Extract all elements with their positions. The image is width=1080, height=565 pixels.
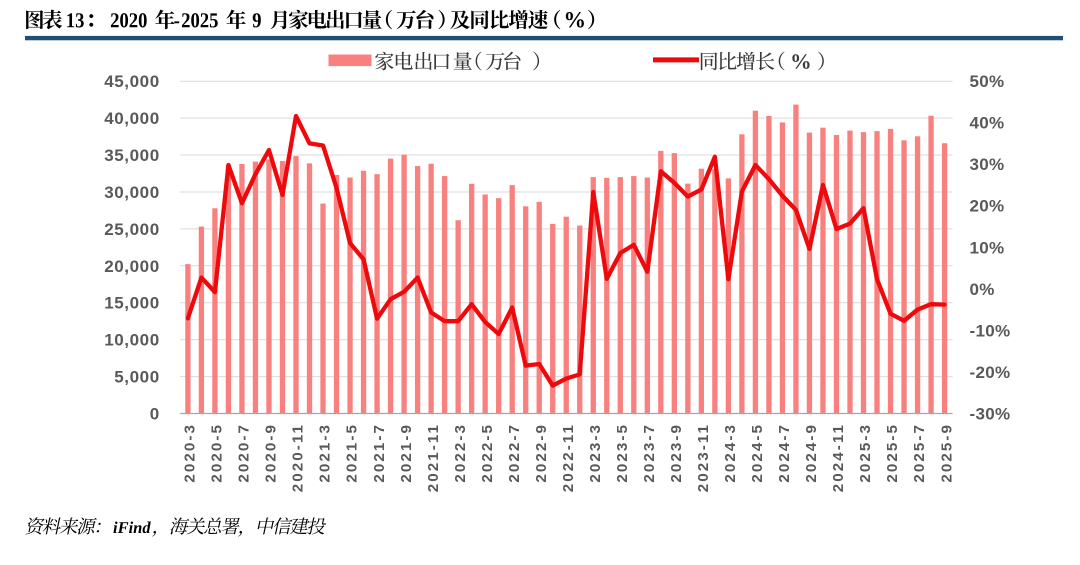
svg-text:2021-3: 2021-3 [317,423,334,483]
svg-text:15,000: 15,000 [104,294,160,313]
svg-text:2025-3: 2025-3 [857,423,874,483]
svg-text:2024-9: 2024-9 [803,423,820,483]
svg-text:45,000: 45,000 [104,72,160,91]
svg-text:2023-3: 2023-3 [587,423,604,483]
svg-text:2023-9: 2023-9 [668,423,685,483]
svg-text:-30%: -30% [970,404,1011,423]
svg-text:2024-11: 2024-11 [830,423,847,492]
svg-text:2022-7: 2022-7 [506,423,523,483]
svg-text:25,000: 25,000 [104,220,160,239]
svg-text:2020-11: 2020-11 [290,423,307,492]
svg-text:-10%: -10% [970,321,1011,340]
svg-text:2025-5: 2025-5 [884,423,901,483]
svg-text:2024-3: 2024-3 [722,423,739,483]
svg-text:2025-9: 2025-9 [938,423,955,483]
svg-text:40,000: 40,000 [104,109,160,128]
svg-text:2022-9: 2022-9 [533,423,550,483]
svg-text:0: 0 [150,405,160,424]
svg-text:35,000: 35,000 [104,146,160,165]
svg-text:30,000: 30,000 [104,183,160,202]
svg-text:10%: 10% [970,238,1005,257]
svg-text:2024-5: 2024-5 [749,423,766,483]
svg-text:2021-7: 2021-7 [371,423,388,483]
svg-text:0%: 0% [970,280,995,299]
svg-text:40%: 40% [970,114,1005,133]
svg-text:2023-7: 2023-7 [641,423,658,483]
svg-text:2022-11: 2022-11 [560,423,577,492]
svg-text:-20%: -20% [970,363,1011,382]
svg-text:50%: 50% [970,72,1005,91]
svg-text:2021-9: 2021-9 [398,423,415,483]
svg-text:2024-7: 2024-7 [776,423,793,483]
svg-text:30%: 30% [970,155,1005,174]
svg-text:2020-3: 2020-3 [182,423,199,483]
svg-text:2020-5: 2020-5 [209,423,226,483]
svg-text:2023-11: 2023-11 [695,423,712,492]
svg-text:2021-5: 2021-5 [344,423,361,483]
svg-text:10,000: 10,000 [104,331,160,350]
svg-text:2025-7: 2025-7 [911,423,928,483]
svg-text:20%: 20% [970,197,1005,216]
svg-text:2022-5: 2022-5 [479,423,496,483]
svg-text:2020-7: 2020-7 [236,423,253,483]
svg-text:20,000: 20,000 [104,257,160,276]
svg-text:2022-3: 2022-3 [452,423,469,483]
svg-text:2021-11: 2021-11 [425,423,442,492]
svg-text:2020-9: 2020-9 [263,423,280,483]
svg-text:5,000: 5,000 [114,368,160,387]
svg-text:2023-5: 2023-5 [614,423,631,483]
